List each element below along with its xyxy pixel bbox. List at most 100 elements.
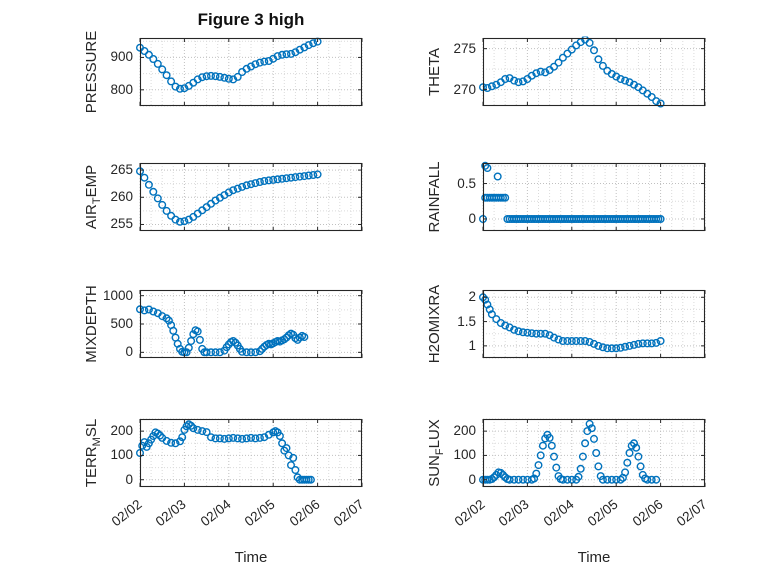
data-marker (211, 72, 220, 81)
data-marker (554, 58, 563, 67)
data-marker (211, 348, 220, 357)
y-axis-label-pressure: PRESSURE (82, 2, 102, 142)
data-marker (291, 173, 300, 182)
data-marker (643, 475, 652, 484)
data-marker (251, 434, 260, 443)
data-marker (313, 170, 322, 179)
data-marker (206, 433, 215, 442)
data-marker (278, 50, 287, 59)
y-tick-label: 200 (110, 423, 133, 439)
data-marker (238, 434, 247, 443)
data-marker (598, 475, 607, 484)
data-marker (242, 348, 251, 357)
data-marker (554, 335, 563, 344)
data-marker (563, 475, 572, 484)
subplot-rainfall: RAINFALL 0 0.5 (426, 162, 706, 232)
data-marker (567, 45, 576, 54)
subplot-terr-msl: TERRMSL 0 100 200 02/02 02/03 02/04 02/05 02/06… (83, 418, 367, 529)
data-marker (481, 295, 490, 304)
data-marker (224, 74, 233, 83)
data-marker (510, 76, 519, 85)
data-marker (629, 340, 638, 349)
data-marker (576, 337, 585, 346)
y-tick-label: 265 (110, 162, 133, 178)
data-marker (625, 449, 634, 458)
data-marker (156, 431, 165, 440)
x-tick-label: 02/02 (108, 496, 145, 530)
data-marker (304, 171, 313, 180)
data-marker (647, 339, 656, 348)
data-marker (260, 433, 269, 442)
x-tick-label: 02/06 (629, 496, 666, 530)
air_temp-series (136, 167, 322, 226)
data-marker (552, 463, 561, 472)
data-marker (652, 338, 661, 347)
data-marker (558, 475, 567, 484)
data-marker (167, 77, 176, 86)
data-marker (153, 59, 162, 68)
x-tick-label: 02/03 (153, 496, 190, 530)
data-marker (171, 439, 180, 448)
data-marker (594, 462, 603, 471)
data-marker (592, 449, 601, 458)
data-marker (532, 469, 541, 478)
data-marker (483, 84, 492, 93)
data-marker (534, 461, 543, 470)
data-marker (215, 434, 224, 443)
data-marker (625, 341, 634, 350)
data-marker (514, 475, 523, 484)
data-marker (291, 334, 300, 343)
data-marker (260, 176, 269, 185)
data-marker (280, 335, 289, 344)
data-marker (634, 339, 643, 348)
data-marker (505, 475, 514, 484)
data-marker (246, 433, 255, 442)
data-marker (581, 439, 590, 448)
data-marker (585, 38, 594, 47)
y-tick-label: 800 (110, 81, 133, 97)
data-marker (144, 50, 153, 59)
subplot-pressure: PRESSURE 800 900 (83, 31, 363, 113)
data-marker (246, 180, 255, 189)
y-tick-label: 1.5 (457, 313, 476, 329)
data-marker (286, 49, 295, 58)
data-marker (211, 434, 220, 443)
sun-flux-plot-area (479, 418, 706, 488)
data-marker (538, 441, 547, 450)
data-marker (519, 328, 528, 337)
data-marker (255, 347, 264, 356)
data-marker (656, 337, 665, 346)
data-marker (558, 53, 567, 62)
data-marker (652, 97, 661, 106)
data-marker (275, 431, 284, 440)
data-marker (176, 84, 185, 93)
data-marker (558, 337, 567, 346)
y-tick-label: 0 (125, 471, 133, 487)
air-temp-plot-area (136, 162, 363, 232)
y-tick-label: 1000 (102, 287, 133, 303)
data-marker (300, 172, 309, 181)
data-marker (656, 215, 665, 224)
data-marker (563, 337, 572, 346)
data-marker (255, 433, 264, 442)
data-marker (487, 310, 496, 319)
data-marker (182, 348, 191, 357)
y-tick-label: 500 (110, 316, 133, 331)
data-marker (289, 453, 298, 462)
data-marker (282, 333, 291, 342)
data-marker (585, 338, 594, 347)
data-marker (255, 58, 264, 67)
data-marker (202, 72, 211, 81)
data-marker (523, 328, 532, 337)
data-marker (510, 325, 519, 334)
data-marker (255, 177, 264, 186)
data-marker (187, 421, 196, 430)
data-marker (193, 75, 202, 84)
data-marker (492, 315, 501, 324)
axes-box (482, 37, 706, 107)
data-marker (501, 75, 510, 84)
data-marker (264, 57, 273, 66)
x-tick-label: 02/02 (451, 496, 488, 530)
data-marker (632, 443, 641, 452)
